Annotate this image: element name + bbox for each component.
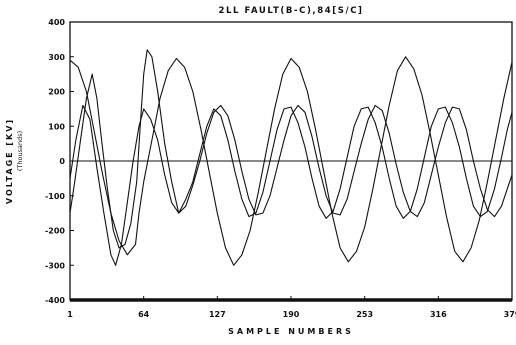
x-tick-label: 316 <box>430 310 447 319</box>
y-tick-label: 400 <box>48 18 65 27</box>
series-line-1 <box>69 56 513 266</box>
y-tick-label: 0 <box>59 157 65 166</box>
y-tick-label: -200 <box>45 227 65 236</box>
y-axis-sublabel: (Thousands) <box>16 131 24 171</box>
x-tick-label: 379 <box>504 310 516 319</box>
x-tick-label: 190 <box>283 310 300 319</box>
y-tick-label: -100 <box>45 192 65 201</box>
y-tick-label: -400 <box>45 296 65 305</box>
y-tick-label: 200 <box>48 88 65 97</box>
x-axis-label: SAMPLE NUMBERS <box>228 327 354 336</box>
y-axis-label: VOLTAGE [KV] <box>5 118 14 204</box>
x-tick-label: 253 <box>356 310 373 319</box>
x-tick-label: 64 <box>138 310 150 319</box>
chart-title: 2LL FAULT(B-C),84[S/C] <box>218 6 363 16</box>
series-line-3 <box>69 104 513 266</box>
x-tick-label: 1 <box>67 310 73 319</box>
y-tick-label: -300 <box>45 261 65 270</box>
x-tick-label: 127 <box>209 310 226 319</box>
y-tick-label: 300 <box>48 53 65 62</box>
y-tick-label: 100 <box>48 122 65 131</box>
series-line-2 <box>69 49 513 249</box>
